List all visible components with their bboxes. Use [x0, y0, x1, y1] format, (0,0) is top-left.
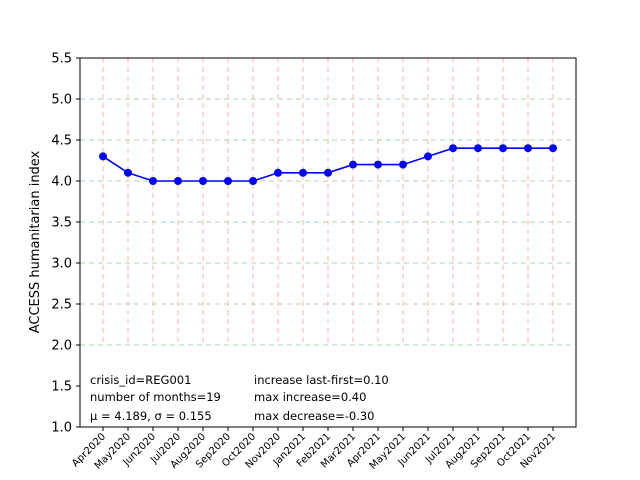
data-point [549, 144, 557, 153]
y-tick-label: 3.0 [51, 257, 72, 272]
data-point [249, 177, 257, 185]
data-point [324, 168, 332, 177]
data-point [424, 152, 432, 161]
data-point [374, 160, 382, 169]
y-tick-label: 1.5 [51, 380, 72, 395]
y-tick-label: 2.0 [51, 339, 72, 354]
y-tick-label: 4.0 [51, 175, 72, 190]
y-tick-label: 5.5 [51, 52, 72, 67]
annotation-max-decrease: max decrease=-0.30 [254, 409, 374, 423]
y-axis: 1.0 1.5 2.0 2.5 3.0 3.5 4.0 4.5 5.0 5.5 [51, 52, 80, 436]
y-tick-label: 5.0 [51, 93, 72, 108]
annotation-mean-std: μ = 4.189, σ = 0.155 [90, 409, 212, 423]
annotation-crisis-id: crisis_id=REG001 [90, 373, 191, 387]
y-tick-label: 2.5 [51, 298, 72, 313]
x-axis: Apr2020May2020Jun2020Jul2020Aug2020Sep20… [70, 427, 558, 472]
data-point [174, 177, 182, 185]
grid-layer [80, 58, 576, 346]
data-point [499, 144, 507, 153]
stats-annotations-right: increase last-first=0.10 max increase=0.… [254, 373, 389, 423]
data-point [399, 160, 407, 169]
data-point [99, 152, 107, 161]
data-point [274, 168, 282, 177]
annotation-months: number of months=19 [90, 390, 221, 404]
data-point [474, 144, 482, 153]
y-tick-label: 1.0 [51, 421, 72, 436]
series-layer [99, 144, 557, 185]
y-tick-label: 3.5 [51, 216, 72, 231]
data-point [199, 177, 207, 185]
data-point [299, 168, 307, 177]
data-point [124, 168, 132, 177]
y-tick-label: 4.5 [51, 134, 72, 149]
data-point [449, 144, 457, 153]
y-axis-label: ACCESS humanitarian index [28, 150, 43, 333]
stats-annotations-left: crisis_id=REG001 number of months=19 μ =… [90, 373, 221, 423]
data-point [349, 160, 357, 169]
annotation-increase: increase last-first=0.10 [254, 373, 389, 387]
data-point [224, 177, 232, 185]
annotation-max-increase: max increase=0.40 [254, 390, 366, 404]
data-point [149, 177, 157, 185]
data-point [524, 144, 532, 153]
